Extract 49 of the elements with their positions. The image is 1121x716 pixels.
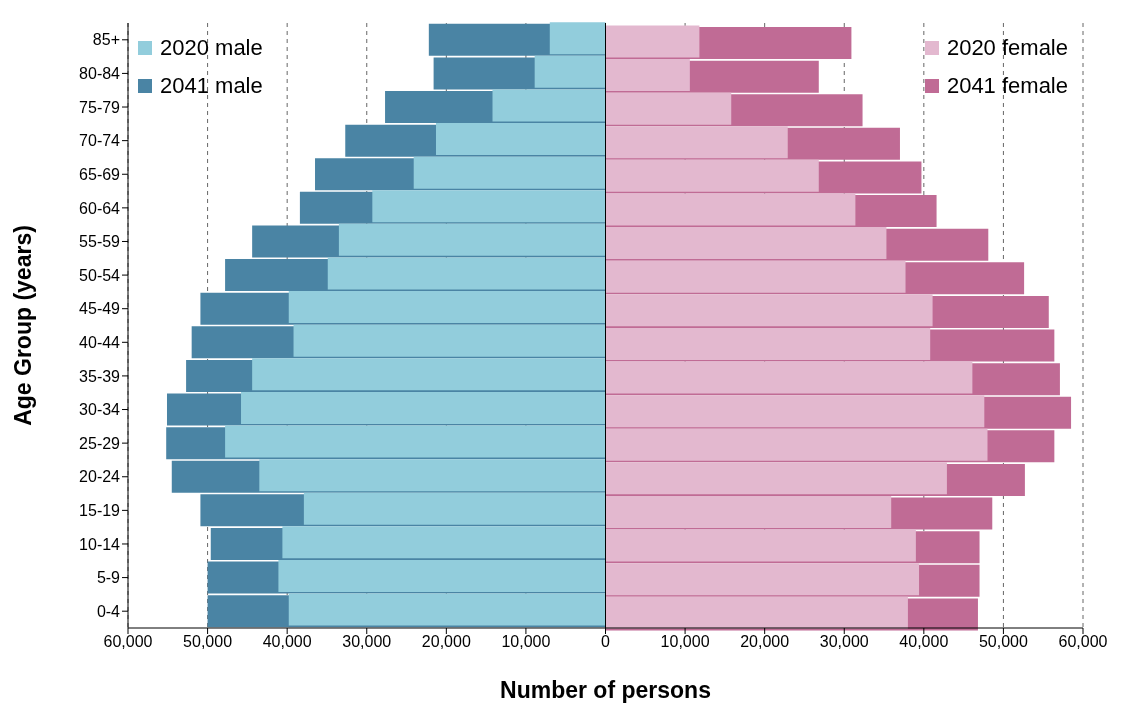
- y-tick-label: 50-54: [79, 266, 121, 284]
- x-tick-label: 20,000: [740, 633, 790, 651]
- bar: [435, 123, 606, 156]
- bar: [605, 25, 700, 58]
- y-tick-label: 20-24: [79, 468, 121, 486]
- x-tick-label: 20,000: [421, 633, 471, 651]
- x-tick-label: 10,000: [501, 633, 551, 651]
- bar: [288, 291, 606, 324]
- y-tick-label: 40-44: [79, 333, 121, 351]
- y-axis-title: Age Group (years): [10, 225, 37, 426]
- x-axis-title: Number of persons: [500, 677, 711, 703]
- y-tick-label: 45-49: [79, 300, 121, 318]
- x-tick-label: 0: [601, 633, 611, 651]
- y-tick-label: 55-59: [79, 233, 121, 251]
- x-tick-label: 30,000: [342, 633, 392, 651]
- y-tick-label: 15-19: [79, 502, 121, 520]
- x-tick-label: 50,000: [978, 633, 1028, 651]
- x-tick-label: 10,000: [660, 633, 710, 651]
- x-tick-label: 30,000: [819, 633, 869, 651]
- bar: [278, 559, 606, 592]
- y-tick-label: 60-64: [79, 199, 121, 217]
- y-tick-label: 0-4: [96, 602, 121, 620]
- y-tick-label: 85+: [92, 31, 120, 49]
- y-tick-label: 10-14: [79, 535, 121, 553]
- x-tick-label: 50,000: [183, 633, 233, 651]
- y-tick-label: 30-34: [79, 401, 121, 419]
- x-tick-label: 60,000: [103, 633, 153, 651]
- y-tick-label: 65-69: [79, 165, 121, 183]
- y-tick-label: 25-29: [79, 434, 121, 452]
- y-tick-label: 80-84: [79, 65, 121, 83]
- bar: [241, 391, 606, 424]
- bar: [288, 593, 606, 626]
- bar: [549, 22, 606, 55]
- y-tick-label: 5-9: [96, 569, 121, 587]
- legend-label: 2020 female: [946, 35, 1068, 61]
- y-tick-label: 75-79: [79, 98, 121, 116]
- bar: [605, 227, 887, 260]
- y-tick-label: 70-74: [79, 132, 121, 150]
- x-tick-label: 40,000: [262, 633, 312, 651]
- x-tick-label: 40,000: [899, 633, 949, 651]
- y-tick-label: 35-39: [79, 367, 121, 385]
- bar: [605, 495, 892, 528]
- x-tick-label: 60,000: [1058, 633, 1108, 651]
- bar: [605, 327, 931, 360]
- legend-label: 2041 female: [946, 73, 1068, 99]
- legend-label: 2020 male: [160, 35, 263, 61]
- bar: [605, 59, 690, 92]
- bar: [605, 596, 908, 629]
- legend-label: 2041 male: [160, 73, 263, 99]
